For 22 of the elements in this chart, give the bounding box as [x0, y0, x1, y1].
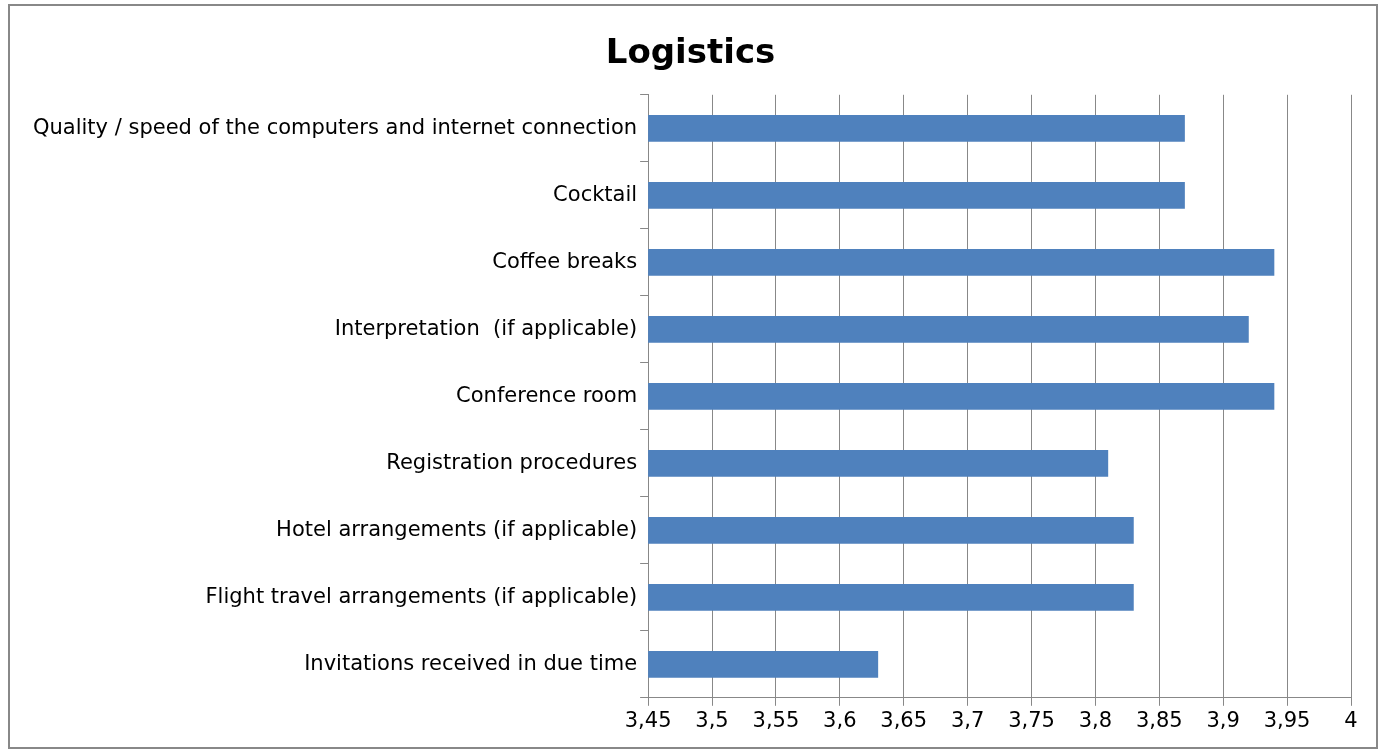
x-tick-label: 3,95 [1263, 707, 1311, 732]
x-tick-label: 3,5 [695, 707, 729, 732]
y-tick-label: Registration procedures [386, 449, 638, 474]
y-tick-label: Interpretation (if applicable) [334, 315, 638, 340]
x-tick-label: 3,65 [880, 707, 928, 732]
x-tick-label: 3,6 [823, 707, 857, 732]
y-tick-label: Invitations received in due time [304, 650, 638, 675]
x-tick-label: 3,7 [950, 707, 985, 732]
y-tick-label: Coffee breaks [492, 248, 638, 273]
chart-title: Logistics [605, 31, 776, 72]
x-tick-label: 3,75 [1008, 707, 1055, 732]
y-tick-label: Flight travel arrangements (if applicable) [205, 583, 638, 608]
x-tick-label: 4 [1344, 707, 1358, 732]
x-tick-label: 3,9 [1206, 707, 1240, 732]
y-tick-label: Cocktail [553, 181, 638, 206]
y-tick-label: Conference room [456, 382, 638, 407]
y-tick-label: Quality / speed of the computers and internet connection [32, 114, 638, 139]
x-tick-label: 3,55 [752, 707, 800, 732]
x-tick-label: 3,85 [1135, 707, 1183, 732]
x-tick-label: 3,8 [1078, 707, 1113, 732]
x-tick-label: 3,45 [624, 707, 672, 732]
y-tick-label: Hotel arrangements (if applicable) [276, 516, 638, 541]
